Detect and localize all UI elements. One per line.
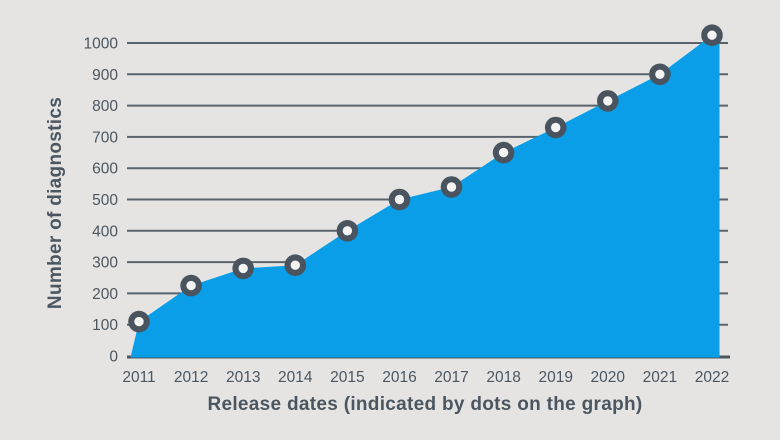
y-tick-label: 900 [92,67,118,84]
y-tick-label: 800 [92,98,118,115]
data-point-marker-center [655,69,665,80]
y-tick-label: 700 [92,129,118,146]
data-point-marker-center [446,182,457,192]
y-tick-label: 100 [92,317,118,334]
data-point-marker-center [498,147,509,158]
x-tick-label: 2022 [695,369,729,386]
x-tick-label: 2015 [330,369,364,386]
y-tick-label: 1000 [84,36,119,53]
area-fill [130,29,720,358]
x-axis-title: Release dates (indicated by dots on the … [207,394,643,415]
y-tick-label: 600 [92,161,118,178]
x-tick-label: 2017 [434,369,468,386]
x-tick-label: 2013 [226,369,260,386]
data-point-marker-center [342,226,353,236]
x-tick-label: 2016 [382,369,416,386]
data-point-marker-center [238,263,248,274]
x-tick-label: 2018 [486,369,520,386]
y-tick-label: 300 [92,255,118,272]
data-point-marker-center [603,96,613,106]
data-point-marker-center [134,316,144,327]
data-point-marker-center [186,280,196,291]
y-tick-label: 0 [109,349,118,366]
x-tick-label: 2014 [278,369,313,386]
x-tick-label: 2020 [591,369,626,386]
data-point-marker-center [707,30,717,40]
x-tick-label: 2012 [174,369,208,386]
y-tick-label: 400 [92,223,118,240]
y-tick-label: 500 [92,192,118,209]
x-tick-label: 2021 [643,369,677,386]
x-tick-label: 2019 [538,369,572,386]
data-point-marker-center [290,260,300,270]
y-axis-title: Number of diagnostics [45,96,66,310]
data-point-marker-center [394,194,405,205]
data-point-marker-center [551,122,561,133]
x-tick-label: 2011 [122,369,155,386]
y-tick-label: 200 [92,286,118,303]
